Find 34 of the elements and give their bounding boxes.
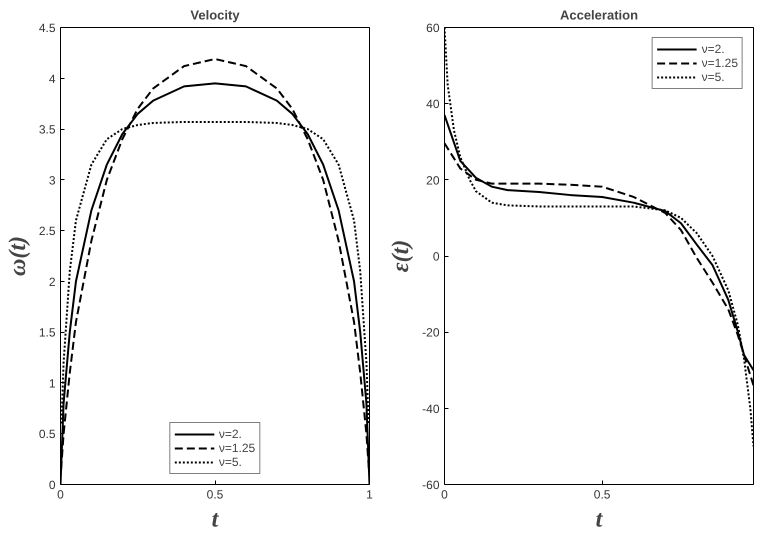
y-tick-label: -60: [422, 478, 440, 492]
legend-label: ν=1.25: [702, 56, 738, 70]
y-tick-label: 40: [426, 97, 440, 112]
y-tick-label: 0: [432, 250, 440, 264]
y-tick-label: 1.5: [38, 326, 56, 340]
x-tick-label: 1: [366, 488, 374, 502]
y-axis-title: ε(t): [388, 240, 414, 272]
x-axis-title: t: [212, 506, 220, 532]
chart-title: Acceleration: [560, 8, 638, 22]
y-tick-label: 2: [48, 274, 56, 289]
y-tick-label: 20: [426, 173, 440, 188]
y-tick-label: 4: [48, 72, 56, 86]
y-tick-label: 1: [48, 376, 56, 390]
legend-label: ν=1.25: [218, 441, 256, 455]
y-tick-label: 3: [48, 173, 56, 188]
y-tick-label: 0: [48, 478, 56, 492]
legend-label: ν=2.: [218, 427, 242, 441]
y-tick-label: 4.5: [38, 21, 56, 35]
y-tick-label: 0.5: [38, 427, 56, 442]
legend-label: ν=5.: [218, 455, 242, 469]
x-tick-label: 0: [441, 488, 448, 502]
y-tick-label: 3.5: [38, 122, 56, 137]
legend-label: ν=2.: [702, 42, 725, 56]
x-tick-label: 0.5: [206, 488, 224, 502]
y-tick-label: -20: [422, 326, 440, 340]
y-tick-label: 2.5: [38, 224, 56, 238]
y-tick-label: 60: [426, 21, 440, 35]
legend-label: ν=5.: [702, 70, 725, 84]
y-axis-title: ω(t): [4, 236, 31, 276]
y-tick-label: -40: [422, 402, 440, 416]
x-tick-label: 0.5: [594, 488, 611, 502]
x-axis-title: t: [596, 506, 604, 532]
chart-title: Velocity: [190, 8, 240, 22]
x-tick-label: 0: [57, 488, 64, 502]
